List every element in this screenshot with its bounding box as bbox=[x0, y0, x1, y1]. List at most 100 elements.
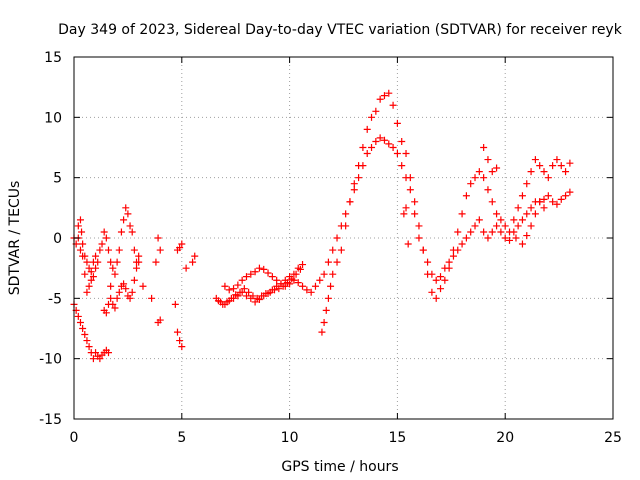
data-point bbox=[89, 273, 97, 281]
data-point bbox=[523, 210, 531, 218]
data-point bbox=[100, 228, 108, 236]
data-point bbox=[518, 192, 526, 200]
data-point bbox=[221, 282, 229, 290]
data-point bbox=[411, 198, 419, 206]
data-point bbox=[120, 280, 128, 288]
data-point bbox=[120, 216, 128, 224]
data-point bbox=[79, 252, 87, 260]
data-point bbox=[441, 276, 449, 284]
data-point bbox=[107, 282, 115, 290]
data-point bbox=[346, 198, 354, 206]
data-point bbox=[219, 300, 227, 308]
data-point bbox=[493, 164, 501, 172]
data-point bbox=[372, 107, 380, 115]
x-tick-label: 20 bbox=[496, 430, 514, 446]
data-point bbox=[327, 282, 335, 290]
data-point bbox=[320, 270, 328, 278]
data-point bbox=[296, 265, 304, 273]
data-point bbox=[223, 298, 231, 306]
data-point bbox=[104, 300, 112, 308]
data-point bbox=[83, 258, 91, 266]
data-point bbox=[242, 273, 250, 281]
data-point bbox=[467, 228, 475, 236]
data-point bbox=[135, 252, 143, 260]
data-point bbox=[76, 216, 84, 224]
x-axis-label: GPS time / hours bbox=[281, 459, 398, 475]
data-point bbox=[96, 355, 104, 363]
data-point bbox=[135, 258, 143, 266]
data-point bbox=[411, 210, 419, 218]
data-point bbox=[480, 174, 488, 182]
data-point bbox=[102, 234, 110, 242]
data-point bbox=[247, 270, 255, 278]
data-point bbox=[488, 198, 496, 206]
data-point bbox=[74, 222, 82, 230]
y-tick-label: 15 bbox=[44, 50, 62, 66]
data-point bbox=[78, 228, 86, 236]
data-point bbox=[449, 246, 457, 254]
data-point bbox=[107, 258, 115, 266]
data-point bbox=[102, 309, 110, 317]
data-point bbox=[376, 134, 384, 142]
x-tick-label: 0 bbox=[70, 430, 79, 446]
data-point bbox=[268, 273, 276, 281]
data-point bbox=[227, 294, 235, 302]
data-point bbox=[445, 258, 453, 266]
data-point bbox=[92, 252, 100, 260]
data-point bbox=[111, 304, 119, 312]
data-point bbox=[566, 188, 574, 196]
data-point bbox=[363, 125, 371, 133]
y-tick-label: -5 bbox=[48, 291, 62, 307]
y-tick-label: 10 bbox=[44, 110, 62, 126]
data-point bbox=[74, 312, 82, 320]
data-point bbox=[299, 261, 307, 269]
data-point bbox=[249, 292, 257, 300]
data-point bbox=[126, 294, 134, 302]
data-point bbox=[471, 174, 479, 182]
data-point bbox=[415, 222, 423, 230]
data-point bbox=[320, 318, 328, 326]
data-point bbox=[139, 282, 147, 290]
data-point bbox=[484, 186, 492, 194]
data-point bbox=[540, 168, 548, 176]
data-point bbox=[92, 264, 100, 272]
data-point bbox=[510, 216, 518, 224]
y-tick-label: 0 bbox=[53, 231, 62, 247]
data-point bbox=[329, 270, 337, 278]
data-point bbox=[404, 240, 412, 248]
data-point bbox=[531, 210, 539, 218]
x-tick-label: 10 bbox=[281, 430, 299, 446]
data-point bbox=[355, 174, 363, 182]
data-point bbox=[333, 234, 341, 242]
axis-ticks bbox=[73, 56, 614, 420]
data-point bbox=[113, 294, 121, 302]
data-point bbox=[562, 168, 570, 176]
data-point bbox=[76, 318, 84, 326]
data-point bbox=[124, 210, 132, 218]
data-point bbox=[402, 150, 410, 158]
data-point bbox=[467, 180, 475, 188]
data-point bbox=[368, 113, 376, 121]
data-point bbox=[191, 252, 199, 260]
data-point bbox=[266, 288, 274, 296]
data-point bbox=[458, 240, 466, 248]
data-point bbox=[79, 325, 87, 332]
data-point bbox=[527, 204, 535, 212]
data-point bbox=[232, 291, 240, 299]
data-point bbox=[83, 337, 91, 345]
data-point bbox=[128, 288, 136, 296]
data-point bbox=[107, 294, 115, 302]
data-point bbox=[130, 276, 138, 284]
data-points bbox=[70, 89, 574, 363]
chart-title: Day 349 of 2023, Sidereal Day-to-day VTE… bbox=[58, 22, 623, 38]
data-point bbox=[380, 92, 388, 100]
data-point bbox=[299, 282, 307, 290]
data-point bbox=[148, 294, 156, 302]
data-point bbox=[324, 258, 332, 266]
data-point bbox=[514, 204, 522, 212]
x-tick-label: 25 bbox=[604, 430, 622, 446]
data-point bbox=[94, 258, 102, 266]
y-tick-label: -10 bbox=[39, 352, 62, 368]
data-point bbox=[562, 192, 570, 200]
